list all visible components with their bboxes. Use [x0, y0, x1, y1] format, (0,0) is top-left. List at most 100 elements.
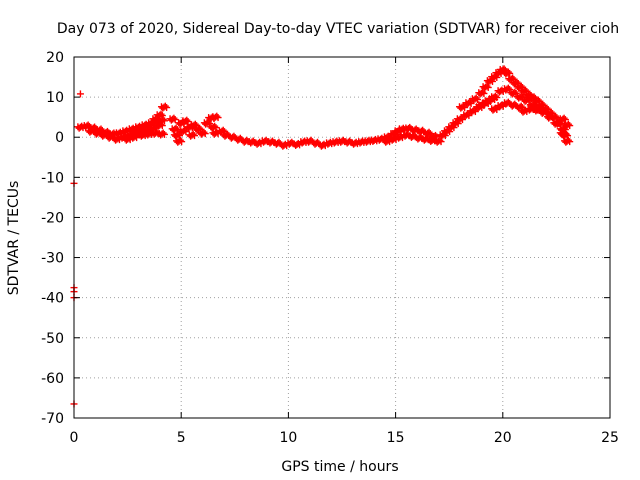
y-tick-label: -30	[41, 251, 64, 267]
data-point	[440, 127, 448, 135]
data-point	[513, 83, 521, 91]
y-tick-labels: 20 10 0 -10 -20 -30 -40 -50 -60 -70	[41, 50, 64, 427]
data-point	[160, 117, 168, 125]
data-point	[488, 93, 496, 101]
data-point	[158, 122, 166, 130]
data-point	[91, 129, 99, 137]
data-point	[380, 137, 388, 145]
data-point	[136, 131, 144, 139]
data-point	[177, 127, 185, 135]
data-point	[415, 127, 423, 135]
data-point	[501, 69, 509, 77]
data-point	[566, 138, 574, 146]
data-point	[561, 121, 569, 129]
data-point	[271, 139, 279, 147]
data-point	[466, 107, 474, 115]
data-point	[171, 116, 179, 124]
data-point	[74, 123, 82, 131]
data-point	[513, 93, 521, 101]
data-point	[142, 130, 150, 138]
y-tick-label: 10	[46, 90, 64, 106]
data-point	[393, 133, 401, 141]
data-point	[436, 131, 444, 139]
data-point	[185, 131, 193, 139]
data-point	[290, 140, 298, 148]
y-tick-label: -70	[41, 411, 64, 427]
chart-title: Day 073 of 2020, Sidereal Day-to-day VTE…	[57, 21, 619, 37]
data-point	[512, 90, 520, 98]
y-tick-label: -60	[41, 371, 64, 387]
data-point	[479, 83, 487, 91]
y-axis-label: SDTVAR / TECUs	[6, 181, 22, 296]
data-point	[85, 127, 93, 135]
y-tick-label: 0	[55, 130, 64, 146]
data-point	[542, 109, 550, 117]
data-point	[157, 103, 165, 111]
data-point	[509, 79, 517, 87]
data-point	[178, 138, 186, 146]
plot-frame	[73, 56, 611, 419]
data-point	[76, 90, 84, 98]
data-point	[400, 131, 408, 139]
x-tick-labels: 0 5 10 15 20 25	[70, 430, 619, 446]
data-point	[561, 130, 569, 138]
data-point	[549, 114, 557, 122]
data-point	[252, 139, 260, 147]
data-point	[460, 111, 468, 119]
data-point	[421, 129, 429, 137]
data-point	[110, 135, 118, 143]
x-tick-label: 25	[601, 430, 619, 446]
data-point	[265, 138, 273, 146]
data-point	[474, 96, 482, 104]
data-point	[316, 141, 324, 149]
data-point	[374, 135, 382, 143]
data-point	[506, 69, 514, 77]
x-tick-label: 5	[177, 430, 186, 446]
data-point	[184, 118, 192, 126]
data-point	[153, 111, 161, 119]
data-point	[233, 135, 241, 143]
data-point	[190, 132, 198, 140]
data-point	[142, 121, 150, 129]
data-point	[462, 99, 470, 107]
data-point	[303, 137, 311, 145]
data-point	[97, 131, 105, 139]
data-point	[493, 94, 501, 102]
data-point	[488, 105, 496, 113]
data-point	[168, 125, 176, 133]
data-point	[387, 135, 395, 143]
data-point	[226, 133, 234, 141]
data-point	[278, 141, 286, 149]
data-point	[402, 124, 410, 132]
data-point	[468, 95, 476, 103]
data-point	[160, 130, 168, 138]
data-point	[149, 129, 157, 137]
data-point	[520, 96, 528, 104]
data-point	[121, 135, 129, 143]
data-point	[125, 125, 133, 133]
data-point	[408, 126, 416, 134]
data-point	[209, 129, 217, 137]
data-point	[496, 65, 504, 73]
data-point	[196, 129, 204, 137]
data-point	[348, 139, 356, 147]
data-point	[492, 69, 500, 77]
y-tick-label: 20	[46, 50, 64, 66]
data-point	[513, 103, 521, 111]
y-tick-label: -50	[41, 331, 64, 347]
data-point	[127, 133, 135, 141]
data-point	[475, 89, 483, 97]
data-point	[561, 137, 569, 145]
data-point	[483, 77, 491, 85]
data-point	[119, 127, 127, 135]
data-point	[220, 131, 228, 139]
data-point	[481, 97, 489, 105]
data-point	[258, 137, 266, 145]
data-point	[561, 116, 569, 124]
grid-lines	[74, 57, 610, 418]
x-tick-label: 15	[387, 430, 405, 446]
data-point	[506, 85, 514, 93]
data-point	[207, 123, 215, 131]
axis-ticks	[73, 56, 611, 419]
